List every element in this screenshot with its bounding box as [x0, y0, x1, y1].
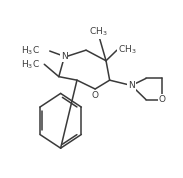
- Text: N: N: [61, 52, 68, 61]
- Text: H$_3$C: H$_3$C: [21, 58, 40, 70]
- Text: O: O: [92, 91, 99, 100]
- Text: H$_3$C: H$_3$C: [21, 45, 40, 57]
- Text: CH$_3$: CH$_3$: [118, 44, 137, 56]
- Text: O: O: [159, 95, 166, 104]
- Text: N: N: [128, 81, 135, 90]
- Text: CH$_3$: CH$_3$: [89, 25, 108, 38]
